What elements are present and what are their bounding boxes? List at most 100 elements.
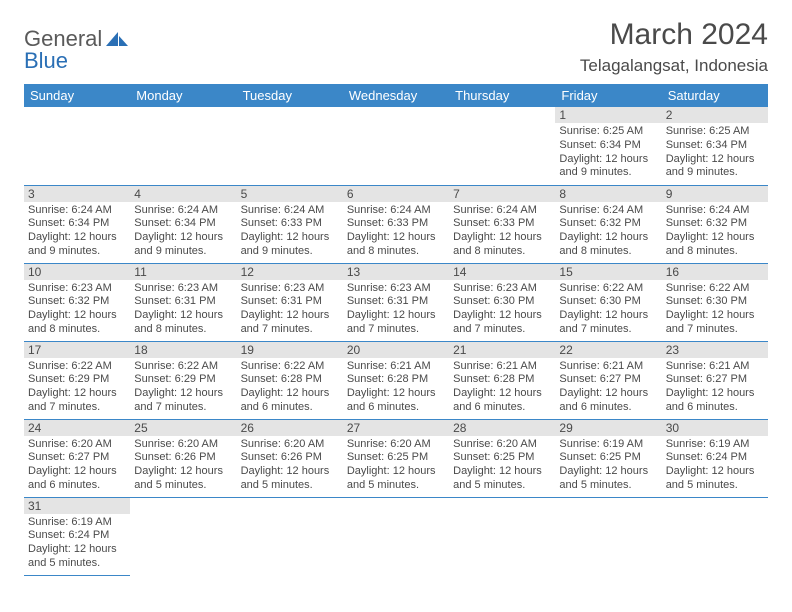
sunrise-line: Sunrise: 6:20 AM — [134, 438, 232, 452]
day-details: Sunrise: 6:23 AMSunset: 6:30 PMDaylight:… — [449, 280, 555, 341]
day-number: 26 — [237, 420, 343, 436]
day-number: 31 — [24, 498, 130, 514]
day-number: 22 — [555, 342, 661, 358]
sunrise-line: Sunrise: 6:24 AM — [28, 204, 126, 218]
calendar-empty — [343, 497, 449, 575]
daylight-line: Daylight: 12 hours and 5 minutes. — [134, 465, 232, 493]
sunrise-line: Sunrise: 6:23 AM — [28, 282, 126, 296]
daylight-line: Daylight: 12 hours and 5 minutes. — [28, 543, 126, 571]
day-details: Sunrise: 6:25 AMSunset: 6:34 PMDaylight:… — [555, 123, 661, 184]
day-details: Sunrise: 6:22 AMSunset: 6:30 PMDaylight:… — [662, 280, 768, 341]
daylight-line: Daylight: 12 hours and 9 minutes. — [134, 231, 232, 259]
sunset-line: Sunset: 6:31 PM — [241, 295, 339, 309]
calendar-empty — [449, 497, 555, 575]
header: General March 2024 Telagalangsat, Indone… — [24, 18, 768, 76]
calendar-day: 23Sunrise: 6:21 AMSunset: 6:27 PMDayligh… — [662, 341, 768, 419]
sunset-line: Sunset: 6:24 PM — [666, 451, 764, 465]
sunrise-line: Sunrise: 6:24 AM — [453, 204, 551, 218]
weekday-header: Wednesday — [343, 84, 449, 107]
sunset-line: Sunset: 6:28 PM — [241, 373, 339, 387]
calendar-day: 14Sunrise: 6:23 AMSunset: 6:30 PMDayligh… — [449, 263, 555, 341]
calendar-day: 8Sunrise: 6:24 AMSunset: 6:32 PMDaylight… — [555, 185, 661, 263]
sail-icon — [104, 30, 128, 48]
calendar-row: 31Sunrise: 6:19 AMSunset: 6:24 PMDayligh… — [24, 497, 768, 575]
day-number: 14 — [449, 264, 555, 280]
month-title: March 2024 — [580, 18, 768, 52]
sunset-line: Sunset: 6:31 PM — [347, 295, 445, 309]
sunrise-line: Sunrise: 6:22 AM — [241, 360, 339, 374]
calendar-empty — [130, 107, 236, 185]
daylight-line: Daylight: 12 hours and 5 minutes. — [347, 465, 445, 493]
daylight-line: Daylight: 12 hours and 6 minutes. — [559, 387, 657, 415]
sunrise-line: Sunrise: 6:20 AM — [241, 438, 339, 452]
sunset-line: Sunset: 6:34 PM — [134, 217, 232, 231]
day-number: 18 — [130, 342, 236, 358]
sunset-line: Sunset: 6:27 PM — [666, 373, 764, 387]
sunrise-line: Sunrise: 6:24 AM — [666, 204, 764, 218]
calendar-day: 4Sunrise: 6:24 AMSunset: 6:34 PMDaylight… — [130, 185, 236, 263]
sunrise-line: Sunrise: 6:19 AM — [559, 438, 657, 452]
calendar-day: 26Sunrise: 6:20 AMSunset: 6:26 PMDayligh… — [237, 419, 343, 497]
sunrise-line: Sunrise: 6:20 AM — [28, 438, 126, 452]
weekday-header: Monday — [130, 84, 236, 107]
calendar-day: 6 Sunrise: 6:24 AMSunset: 6:33 PMDaylight… — [343, 185, 449, 263]
day-number: 28 — [449, 420, 555, 436]
sunrise-line: Sunrise: 6:22 AM — [28, 360, 126, 374]
sunrise-line: Sunrise: 6:22 AM — [666, 282, 764, 296]
day-details: Sunrise: 6:22 AMSunset: 6:30 PMDaylight:… — [555, 280, 661, 341]
calendar-empty — [237, 107, 343, 185]
daylight-line: Daylight: 12 hours and 8 minutes. — [28, 309, 126, 337]
day-details: Sunrise: 6:24 AMSunset: 6:32 PMDaylight:… — [662, 202, 768, 263]
daylight-line: Daylight: 12 hours and 7 minutes. — [241, 309, 339, 337]
daylight-line: Daylight: 12 hours and 5 minutes. — [559, 465, 657, 493]
day-number: 21 — [449, 342, 555, 358]
sunrise-line: Sunrise: 6:24 AM — [241, 204, 339, 218]
sunrise-line: Sunrise: 6:21 AM — [453, 360, 551, 374]
day-details: Sunrise: 6:23 AMSunset: 6:32 PMDaylight:… — [24, 280, 130, 341]
calendar-day: 22Sunrise: 6:21 AMSunset: 6:27 PMDayligh… — [555, 341, 661, 419]
sunrise-line: Sunrise: 6:24 AM — [347, 204, 445, 218]
daylight-line: Daylight: 12 hours and 7 minutes. — [347, 309, 445, 337]
sunset-line: Sunset: 6:33 PM — [453, 217, 551, 231]
sunrise-line: Sunrise: 6:23 AM — [134, 282, 232, 296]
day-number: 27 — [343, 420, 449, 436]
calendar-day: 2Sunrise: 6:25 AMSunset: 6:34 PMDaylight… — [662, 107, 768, 185]
sunset-line: Sunset: 6:34 PM — [666, 139, 764, 153]
daylight-line: Daylight: 12 hours and 7 minutes. — [453, 309, 551, 337]
day-details: Sunrise: 6:20 AMSunset: 6:25 PMDaylight:… — [343, 436, 449, 497]
weekday-header: Saturday — [662, 84, 768, 107]
daylight-line: Daylight: 12 hours and 9 minutes. — [28, 231, 126, 259]
sunset-line: Sunset: 6:32 PM — [28, 295, 126, 309]
calendar-day: 19Sunrise: 6:22 AMSunset: 6:28 PMDayligh… — [237, 341, 343, 419]
sunset-line: Sunset: 6:33 PM — [347, 217, 445, 231]
daylight-line: Daylight: 12 hours and 9 minutes. — [241, 231, 339, 259]
calendar-day: 11Sunrise: 6:23 AMSunset: 6:31 PMDayligh… — [130, 263, 236, 341]
daylight-line: Daylight: 12 hours and 5 minutes. — [241, 465, 339, 493]
sunset-line: Sunset: 6:34 PM — [28, 217, 126, 231]
daylight-line: Daylight: 12 hours and 8 minutes. — [347, 231, 445, 259]
calendar-row: 17Sunrise: 6:22 AMSunset: 6:29 PMDayligh… — [24, 341, 768, 419]
day-details: Sunrise: 6:19 AMSunset: 6:24 PMDaylight:… — [662, 436, 768, 497]
sunset-line: Sunset: 6:33 PM — [241, 217, 339, 231]
daylight-line: Daylight: 12 hours and 9 minutes. — [666, 153, 764, 181]
sunrise-line: Sunrise: 6:23 AM — [453, 282, 551, 296]
calendar-table: Sunday Monday Tuesday Wednesday Thursday… — [24, 84, 768, 576]
day-number: 6 — [343, 186, 449, 202]
calendar-empty — [555, 497, 661, 575]
day-details: Sunrise: 6:24 AMSunset: 6:33 PMDaylight:… — [449, 202, 555, 263]
calendar-day: 5Sunrise: 6:24 AMSunset: 6:33 PMDaylight… — [237, 185, 343, 263]
day-number: 3 — [24, 186, 130, 202]
logo-text-blue: Blue — [24, 48, 68, 74]
sunset-line: Sunset: 6:30 PM — [559, 295, 657, 309]
sunrise-line: Sunrise: 6:22 AM — [134, 360, 232, 374]
calendar-day: 25Sunrise: 6:20 AMSunset: 6:26 PMDayligh… — [130, 419, 236, 497]
sunrise-line: Sunrise: 6:21 AM — [666, 360, 764, 374]
day-number: 24 — [24, 420, 130, 436]
sunset-line: Sunset: 6:25 PM — [347, 451, 445, 465]
sunrise-line: Sunrise: 6:24 AM — [559, 204, 657, 218]
weekday-header: Tuesday — [237, 84, 343, 107]
calendar-empty — [24, 107, 130, 185]
calendar-day: 13Sunrise: 6:23 AMSunset: 6:31 PMDayligh… — [343, 263, 449, 341]
daylight-line: Daylight: 12 hours and 9 minutes. — [559, 153, 657, 181]
day-details: Sunrise: 6:22 AMSunset: 6:29 PMDaylight:… — [24, 358, 130, 419]
